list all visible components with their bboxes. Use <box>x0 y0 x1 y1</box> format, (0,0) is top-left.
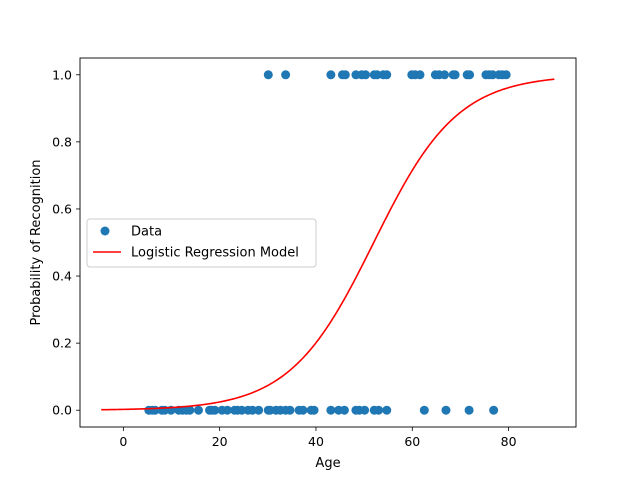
logistic-curve <box>101 78 555 411</box>
data-point <box>281 70 291 80</box>
data-point <box>309 405 319 415</box>
x-tick-label: 60 <box>404 434 420 449</box>
data-point <box>222 405 232 415</box>
y-tick-label: 0.2 <box>52 336 72 351</box>
x-tick-label: 40 <box>308 434 324 449</box>
y-tick-label: 0.4 <box>52 269 72 284</box>
legend-box <box>86 218 317 268</box>
x-tick-label: 0 <box>119 434 127 449</box>
y-tick-label: 0.8 <box>52 134 72 149</box>
data-point <box>193 405 203 415</box>
data-point <box>488 70 498 80</box>
x-tick-label: 80 <box>501 434 517 449</box>
legend-label-data: Data <box>131 225 162 240</box>
data-point <box>464 405 474 415</box>
x-axis-ticks: 0 20 40 60 80 <box>119 427 517 449</box>
legend-marker-data <box>100 226 110 236</box>
data-point <box>441 405 451 415</box>
data-point <box>361 70 371 80</box>
legend-label-model: Logistic Regression Model <box>131 246 299 261</box>
data-point <box>210 405 220 415</box>
data-point <box>501 70 511 80</box>
data-point <box>339 405 349 415</box>
data-point <box>372 70 382 80</box>
plot-area: 0 20 40 60 80 0.0 0.2 0.4 0.6 0.8 1.0 <box>52 57 577 449</box>
data-point <box>263 70 273 80</box>
data-point <box>185 405 195 415</box>
y-axis-label: Probability of Recognition <box>29 159 44 325</box>
data-point <box>382 70 392 80</box>
x-axis-label: Age <box>315 456 340 471</box>
data-point <box>450 70 460 80</box>
data-point <box>247 405 257 415</box>
data-point <box>374 405 384 415</box>
x-tick-label: 20 <box>212 434 228 449</box>
data-point <box>298 405 308 415</box>
y-tick-label: 1.0 <box>52 67 72 82</box>
data-point <box>419 405 429 415</box>
plot-frame <box>79 57 577 428</box>
y-axis-ticks: 0.0 0.2 0.4 0.6 0.8 1.0 <box>52 67 80 418</box>
data-point <box>254 405 264 415</box>
y-tick-label: 0.6 <box>52 201 72 216</box>
data-point <box>415 70 425 80</box>
data-point <box>285 405 295 415</box>
data-point <box>326 405 336 415</box>
data-point <box>382 405 392 415</box>
data-point <box>237 405 247 415</box>
legend: Data Logistic Regression Model <box>86 218 317 268</box>
data-point <box>360 405 370 415</box>
data-point <box>465 70 475 80</box>
marks-layer <box>101 70 555 415</box>
data-point <box>326 70 336 80</box>
y-tick-label: 0.0 <box>52 403 72 418</box>
data-point <box>489 405 499 415</box>
data-point <box>440 70 450 80</box>
data-point <box>340 70 350 80</box>
